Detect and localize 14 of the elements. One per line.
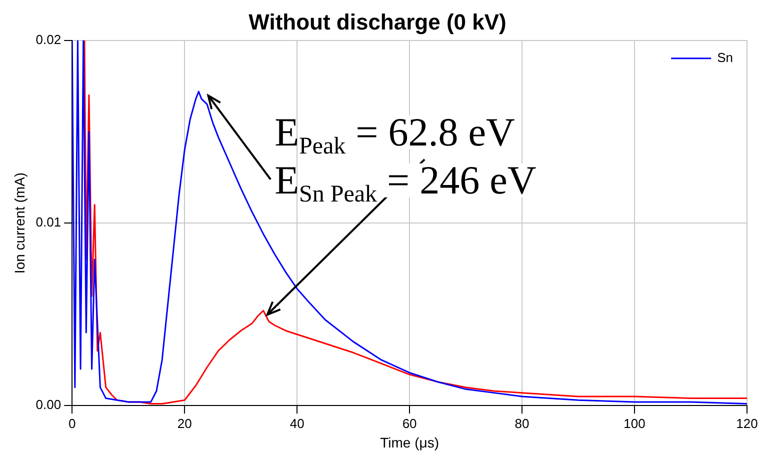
y-axis-title: Ion current (mA) [11, 172, 28, 274]
x-tick-label: 0 [68, 416, 76, 431]
x-tick-label: 20 [177, 416, 192, 431]
y-tick-label: 0.02 [36, 32, 62, 47]
x-tick-label: 120 [736, 416, 758, 431]
chart-title: Without discharge (0 kV) [248, 9, 506, 34]
x-tick-label: 100 [624, 416, 646, 431]
y-tick-label: 0.01 [36, 214, 62, 230]
x-tick-label: 80 [514, 416, 530, 431]
y-tick-label: 0.00 [36, 397, 62, 412]
x-axis-title: Time (μs) [380, 434, 439, 450]
legend-label: Sn [717, 50, 734, 65]
x-tick-label: 60 [402, 416, 417, 431]
x-tick-label: 40 [290, 416, 304, 431]
